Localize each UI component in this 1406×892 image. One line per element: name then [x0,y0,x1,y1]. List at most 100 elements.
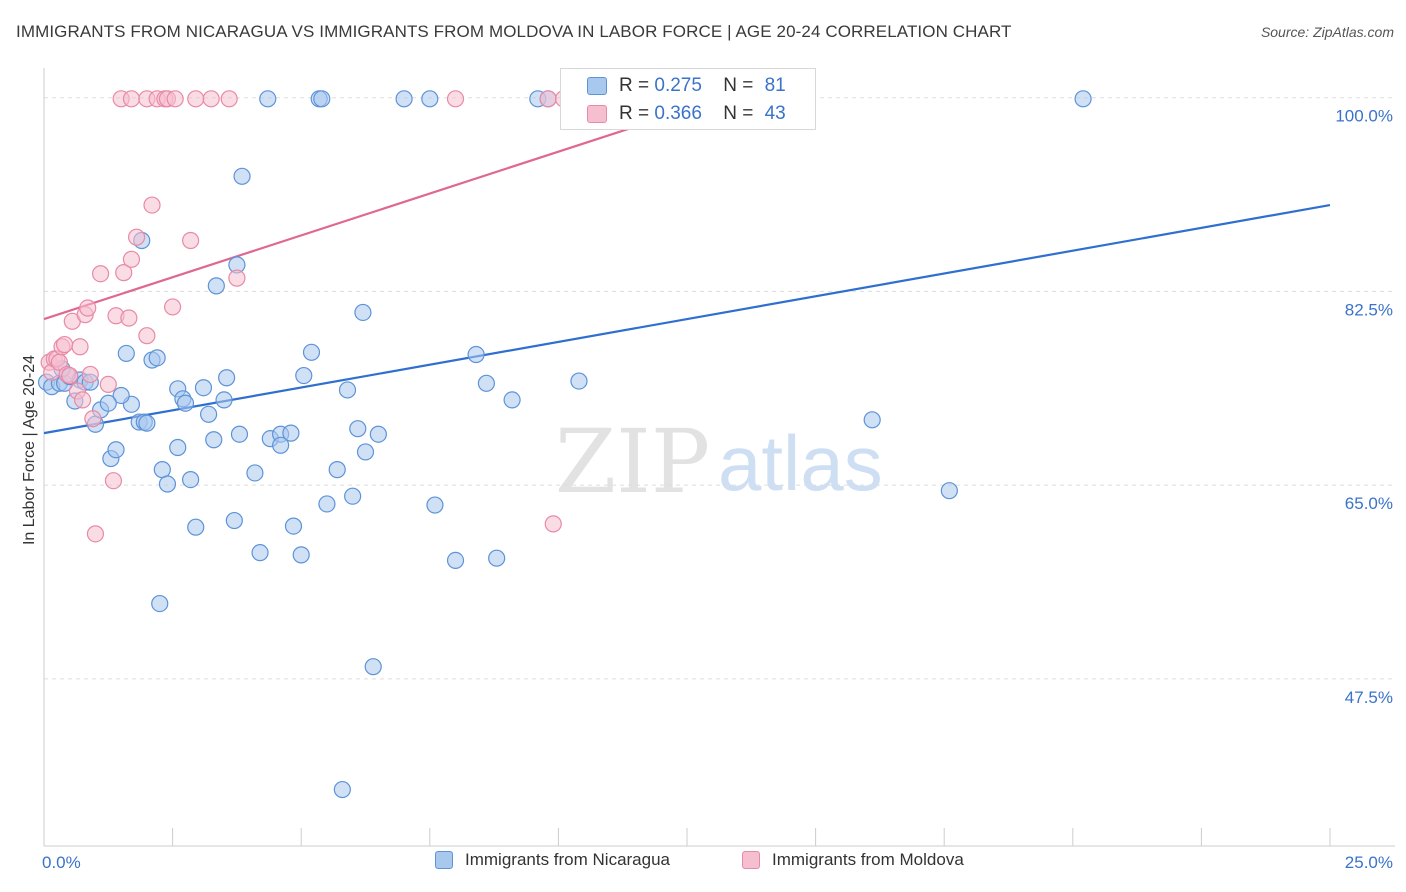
point-nicaragua [344,487,362,505]
point-nicaragua [295,366,313,385]
legend-swatch-moldova [587,105,607,123]
legend-item-moldova[interactable]: Immigrants from Moldova [742,850,964,870]
r-label: R = [619,103,650,124]
point-nicaragua [112,386,130,405]
point-moldova [182,231,200,250]
point-nicaragua [292,546,310,564]
source-label: Source: ZipAtlas.com [1260,24,1394,40]
point-nicaragua [272,436,290,454]
point-nicaragua [863,411,881,429]
point-moldova [143,196,161,214]
point-nicaragua [182,471,200,489]
point-nicaragua [338,381,357,399]
chart-title: IMMIGRANTS FROM NICARAGUA VS IMMIGRANTS … [16,22,1012,41]
n-value-nicaragua: 81 [764,75,786,96]
legend-text-nicaragua: R = 0.275 N = 81 [619,75,786,97]
point-moldova [71,338,89,356]
point-nicaragua [313,90,331,108]
point-moldova [104,472,123,490]
correlation-legend: R = 0.275 N = 81 R = 0.366 N = 43 [560,68,816,130]
point-nicaragua [153,461,171,479]
point-nicaragua [467,345,485,364]
point-moldova [91,265,110,283]
point-nicaragua [151,594,169,613]
point-moldova [228,269,246,287]
point-moldova [166,90,184,108]
point-nicaragua [570,372,588,390]
point-nicaragua [282,424,300,442]
point-moldova [99,375,117,394]
r-value-moldova: 0.366 [654,103,702,124]
point-nicaragua [395,90,413,108]
point-nicaragua [218,369,236,387]
y-tick-label: 100.0% [1335,107,1393,126]
point-moldova [84,410,102,428]
point-moldova [539,90,557,108]
point-nicaragua [251,544,269,562]
point-moldova [81,365,99,384]
legend-item-nicaragua[interactable]: Immigrants from Nicaragua [435,850,670,870]
point-nicaragua [207,277,225,295]
point-nicaragua [349,420,367,438]
legend-row-moldova: R = 0.366 N = 43 [561,101,817,127]
point-nicaragua [318,495,336,513]
legend-swatch-nicaragua [435,851,453,869]
point-moldova [120,309,138,327]
y-axis-label-wrap: In Labor Force | Age 20-24 [18,300,42,600]
point-nicaragua [117,344,135,363]
point-moldova [164,298,182,316]
point-moldova [544,515,562,533]
point-nicaragua [356,443,375,461]
point-nicaragua [215,391,233,409]
point-nicaragua [503,391,521,409]
point-nicaragua [176,394,195,412]
point-moldova [61,366,79,385]
point-nicaragua [488,549,506,567]
point-nicaragua [477,374,495,392]
legend-label-moldova: Immigrants from Moldova [772,850,964,869]
bottom-legend: Immigrants from Nicaragua Immigrants fro… [0,850,1406,878]
n-value-moldova: 43 [764,103,786,124]
point-nicaragua [302,343,321,361]
point-nicaragua [1074,90,1092,108]
y-tick-label: 47.5% [1345,688,1393,707]
legend-label-nicaragua: Immigrants from Nicaragua [465,850,671,869]
point-moldova [127,228,146,246]
zipatlas-watermark: ZIP atlas [555,410,883,513]
point-nicaragua [369,425,387,443]
r-label: R = [619,75,650,96]
watermark-atlas: atlas [718,419,883,507]
trend-line-moldova [43,115,667,321]
point-moldova [202,90,220,108]
point-nicaragua [259,90,277,108]
legend-swatch-moldova [742,851,760,869]
point-moldova [220,90,238,108]
r-value-nicaragua: 0.275 [654,75,702,96]
point-nicaragua [205,431,223,449]
y-tick-label: 65.0% [1345,494,1393,513]
point-moldova [446,90,465,108]
point-nicaragua [158,475,177,493]
point-nicaragua [99,394,117,412]
legend-text-moldova: R = 0.366 N = 43 [619,103,786,125]
point-moldova [138,327,156,345]
n-label: N = [723,103,754,124]
y-axis-label: In Labor Force | Age 20-24 [21,354,38,546]
point-nicaragua [230,425,249,443]
legend-row-nicaragua: R = 0.275 N = 81 [561,73,817,99]
y-tick-label: 82.5% [1345,300,1393,319]
point-nicaragua [233,167,251,185]
point-nicaragua [940,482,958,500]
point-nicaragua [421,90,439,108]
point-nicaragua [246,464,264,482]
legend-swatch-nicaragua [587,77,607,95]
point-nicaragua [107,441,125,459]
point-nicaragua [200,405,218,423]
point-moldova [122,90,141,108]
point-nicaragua [148,349,166,367]
x-tick-label: 25.0% [1345,853,1393,872]
point-nicaragua [328,461,346,479]
point-moldova [79,299,97,317]
point-nicaragua [354,303,372,322]
